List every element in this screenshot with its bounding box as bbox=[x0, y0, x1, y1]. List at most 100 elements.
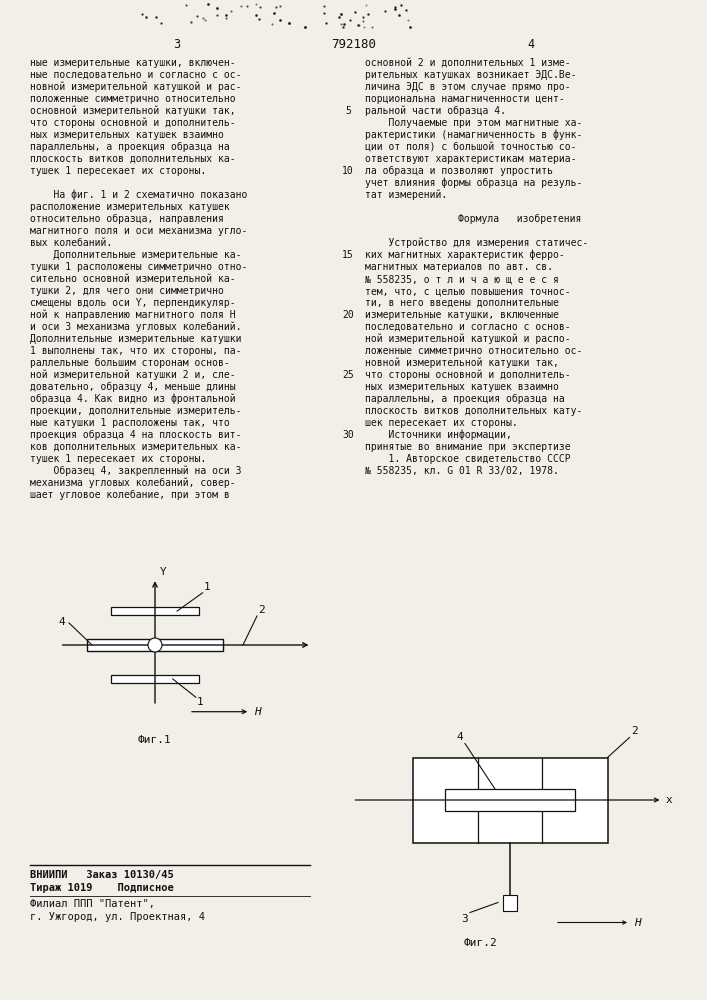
Text: ных измерительных катушек взаимно: ных измерительных катушек взаимно bbox=[30, 130, 224, 140]
Bar bbox=[503, 894, 517, 910]
Text: г. Ужгород, ул. Проектная, 4: г. Ужгород, ул. Проектная, 4 bbox=[30, 912, 205, 922]
Text: ции от поля) с большой точностью со-: ции от поля) с большой точностью со- bbox=[365, 142, 576, 152]
Text: 2: 2 bbox=[258, 605, 265, 615]
Text: параллельны, а проекция образца на: параллельны, а проекция образца на bbox=[30, 142, 230, 152]
Text: плоскость витков дополнительных кату-: плоскость витков дополнительных кату- bbox=[365, 406, 583, 416]
Text: Фиг.2: Фиг.2 bbox=[463, 938, 497, 948]
Text: 792180: 792180 bbox=[332, 38, 377, 51]
Text: Дополнительные измерительные катушки: Дополнительные измерительные катушки bbox=[30, 334, 242, 344]
Text: шает угловое колебание, при этом в: шает угловое колебание, при этом в bbox=[30, 490, 230, 500]
Text: тушки 2, для чего они симметрично: тушки 2, для чего они симметрично bbox=[30, 286, 224, 296]
Text: тем, что, с целью повышения точнос-: тем, что, с целью повышения точнос- bbox=[365, 286, 571, 296]
Text: раллельные большим сторонам основ-: раллельные большим сторонам основ- bbox=[30, 358, 230, 368]
Text: 10: 10 bbox=[342, 166, 354, 176]
Text: проекции, дополнительные измеритель-: проекции, дополнительные измеритель- bbox=[30, 406, 242, 416]
Text: Источники информации,: Источники информации, bbox=[365, 430, 512, 440]
Text: Филиал ППП "Патент",: Филиал ППП "Патент", bbox=[30, 899, 155, 909]
Text: основной 2 и дополнительных 1 изме-: основной 2 и дополнительных 1 изме- bbox=[365, 58, 571, 68]
Text: Образец 4, закрепленный на оси 3: Образец 4, закрепленный на оси 3 bbox=[30, 466, 242, 477]
Text: 20: 20 bbox=[342, 310, 354, 320]
Text: x: x bbox=[665, 795, 672, 805]
Text: № 558235, о т л и ч а ю щ е е с я: № 558235, о т л и ч а ю щ е е с я bbox=[365, 274, 559, 284]
Text: Тираж 1019    Подписное: Тираж 1019 Подписное bbox=[30, 883, 174, 893]
Text: личина ЭДС в этом случае прямо про-: личина ЭДС в этом случае прямо про- bbox=[365, 82, 571, 92]
Text: и оси 3 механизма угловых колебаний.: и оси 3 механизма угловых колебаний. bbox=[30, 322, 242, 332]
Text: ВНИИПИ   Заказ 10130/45: ВНИИПИ Заказ 10130/45 bbox=[30, 870, 174, 880]
Text: 2: 2 bbox=[631, 726, 638, 736]
Text: тушек 1 пересекает их стороны.: тушек 1 пересекает их стороны. bbox=[30, 454, 206, 464]
Text: тушек 1 пересекает их стороны.: тушек 1 пересекает их стороны. bbox=[30, 166, 206, 176]
Text: что стороны основной и дополнитель-: что стороны основной и дополнитель- bbox=[30, 118, 235, 128]
Text: На фиг. 1 и 2 схематично показано: На фиг. 1 и 2 схематично показано bbox=[30, 190, 247, 200]
Text: Формула   изобретения: Формула изобретения bbox=[458, 214, 582, 224]
Text: измерительные катушки, включенные: измерительные катушки, включенные bbox=[365, 310, 559, 320]
Text: ких магнитных характеристик ферро-: ких магнитных характеристик ферро- bbox=[365, 250, 565, 260]
Text: Y: Y bbox=[160, 567, 167, 577]
Text: принятые во внимание при экспертизе: принятые во внимание при экспертизе bbox=[365, 442, 571, 452]
Text: параллельны, а проекция образца на: параллельны, а проекция образца на bbox=[365, 394, 565, 404]
Text: 1 выполнены так, что их стороны, па-: 1 выполнены так, что их стороны, па- bbox=[30, 346, 242, 356]
Text: основной измерительной катушки так,: основной измерительной катушки так, bbox=[30, 106, 235, 116]
Text: магнитного поля и оси механизма угло-: магнитного поля и оси механизма угло- bbox=[30, 226, 247, 236]
Text: 1: 1 bbox=[197, 697, 204, 707]
Text: относительно образца, направления: относительно образца, направления bbox=[30, 214, 224, 224]
Text: 30: 30 bbox=[342, 430, 354, 440]
Text: рительных катушках возникает ЭДС.Ве-: рительных катушках возникает ЭДС.Ве- bbox=[365, 70, 576, 80]
Text: новной измерительной катушкой и рас-: новной измерительной катушкой и рас- bbox=[30, 82, 242, 93]
Text: расположение измерительных катушек: расположение измерительных катушек bbox=[30, 202, 230, 212]
Text: H: H bbox=[634, 918, 641, 928]
Text: Фиг.1: Фиг.1 bbox=[138, 735, 172, 745]
Text: плоскость витков дополнительных ка-: плоскость витков дополнительных ка- bbox=[30, 154, 235, 164]
Text: ной к направлению магнитного поля Н: ной к направлению магнитного поля Н bbox=[30, 310, 235, 320]
Text: 1. Авторское свидетельство СССР: 1. Авторское свидетельство СССР bbox=[365, 454, 571, 464]
Text: ные последовательно и согласно с ос-: ные последовательно и согласно с ос- bbox=[30, 70, 242, 80]
Text: что стороны основной и дополнитель-: что стороны основной и дополнитель- bbox=[365, 370, 571, 380]
Text: новной измерительной катушки так,: новной измерительной катушки так, bbox=[365, 358, 559, 368]
Text: положенные симметрично относительно: положенные симметрично относительно bbox=[30, 94, 235, 104]
Bar bbox=[111, 607, 199, 615]
Text: ной измерительной катушкой и распо-: ной измерительной катушкой и распо- bbox=[365, 334, 571, 344]
Text: рактеристики (намагниченность в функ-: рактеристики (намагниченность в функ- bbox=[365, 130, 583, 140]
Text: № 558235, кл. G 01 R 33/02, 1978.: № 558235, кл. G 01 R 33/02, 1978. bbox=[365, 466, 559, 476]
Text: 3: 3 bbox=[461, 914, 468, 924]
Text: ла образца и позволяют упростить: ла образца и позволяют упростить bbox=[365, 166, 553, 176]
Text: ответствуют характеристикам материа-: ответствуют характеристикам материа- bbox=[365, 154, 576, 164]
Text: ральной части образца 4.: ральной части образца 4. bbox=[365, 106, 506, 116]
Text: Устройство для измерения статичес-: Устройство для измерения статичес- bbox=[365, 238, 588, 248]
Text: последовательно и согласно с основ-: последовательно и согласно с основ- bbox=[365, 322, 571, 332]
Bar bbox=[412, 758, 607, 842]
Text: Дополнительные измерительные ка-: Дополнительные измерительные ка- bbox=[30, 250, 242, 260]
Text: учет влияния формы образца на резуль-: учет влияния формы образца на резуль- bbox=[365, 178, 583, 188]
Text: тат измерений.: тат измерений. bbox=[365, 190, 448, 200]
Text: сительно основной измерительной ка-: сительно основной измерительной ка- bbox=[30, 274, 235, 284]
Text: 1: 1 bbox=[204, 582, 211, 592]
Text: 5: 5 bbox=[345, 106, 351, 116]
Text: H: H bbox=[255, 707, 261, 717]
Text: ных измерительных катушек взаимно: ных измерительных катушек взаимно bbox=[365, 382, 559, 392]
Text: магнитных материалов по авт. св.: магнитных материалов по авт. св. bbox=[365, 262, 553, 272]
Bar bbox=[445, 789, 575, 811]
Text: 4: 4 bbox=[456, 732, 463, 742]
Text: механизма угловых колебаний, совер-: механизма угловых колебаний, совер- bbox=[30, 478, 235, 488]
Text: образца 4. Как видно из фронтальной: образца 4. Как видно из фронтальной bbox=[30, 394, 235, 404]
Text: смещены вдоль оси Y, перпендикуляр-: смещены вдоль оси Y, перпендикуляр- bbox=[30, 298, 235, 308]
Bar bbox=[87, 639, 223, 651]
Text: порциональна намагниченности цент-: порциональна намагниченности цент- bbox=[365, 94, 565, 104]
Text: ные измерительные катушки, включен-: ные измерительные катушки, включен- bbox=[30, 58, 235, 68]
Text: вых колебаний.: вых колебаний. bbox=[30, 238, 112, 248]
Text: довательно, образцу 4, меньше длины: довательно, образцу 4, меньше длины bbox=[30, 382, 235, 392]
Bar bbox=[111, 675, 199, 683]
Text: ложенные симметрично относительно ос-: ложенные симметрично относительно ос- bbox=[365, 346, 583, 356]
Text: шек пересекает их стороны.: шек пересекает их стороны. bbox=[365, 418, 518, 428]
Text: 3: 3 bbox=[173, 38, 180, 51]
Text: 4: 4 bbox=[58, 617, 65, 627]
Text: 15: 15 bbox=[342, 250, 354, 260]
Text: проекция образца 4 на плоскость вит-: проекция образца 4 на плоскость вит- bbox=[30, 430, 242, 440]
Text: Получаемые при этом магнитные ха-: Получаемые при этом магнитные ха- bbox=[365, 118, 583, 128]
Text: ной измерительной катушки 2 и, сле-: ной измерительной катушки 2 и, сле- bbox=[30, 370, 235, 380]
Text: ные катушки 1 расположены так, что: ные катушки 1 расположены так, что bbox=[30, 418, 230, 428]
Text: 4: 4 bbox=[527, 38, 534, 51]
Circle shape bbox=[148, 638, 162, 652]
Text: 25: 25 bbox=[342, 370, 354, 380]
Text: тушки 1 расположены симметрично отно-: тушки 1 расположены симметрично отно- bbox=[30, 262, 247, 272]
